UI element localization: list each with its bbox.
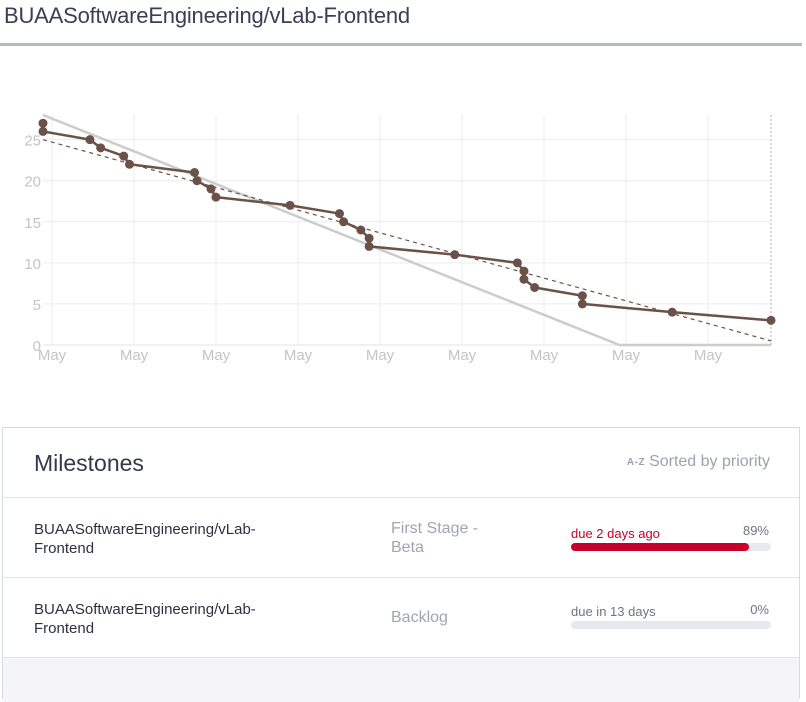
- data-point: [190, 168, 200, 177]
- y-tick-label: 0: [33, 338, 41, 355]
- milestone-progress-bar: [571, 621, 771, 629]
- burndown-chart: 0 5 10 15 20 25 May May May May May May May May May: [24, 113, 776, 364]
- milestones-panel: Milestones A-Z Sorted by priority BUAASo…: [2, 427, 800, 702]
- data-point: [364, 241, 374, 251]
- x-tick-label: May: [694, 347, 723, 364]
- milestone-due: due 2 days ago: [571, 526, 660, 541]
- data-point: [519, 274, 529, 284]
- y-tick-label: 5: [33, 297, 41, 314]
- data-point: [119, 151, 129, 161]
- x-tick-label: May: [530, 347, 559, 364]
- x-tick-label: May: [284, 347, 313, 364]
- data-point: [512, 258, 522, 268]
- milestone-repo[interactable]: BUAASoftwareEngineering/vLab-Frontend: [34, 601, 256, 637]
- data-point: [211, 192, 221, 202]
- data-point: [85, 135, 95, 145]
- milestone-name[interactable]: Backlog: [391, 609, 448, 626]
- data-point: [577, 291, 587, 301]
- milestone-repo[interactable]: BUAASoftwareEngineering/vLab-Frontend: [34, 521, 256, 557]
- data-point: [192, 176, 202, 186]
- data-point: [519, 266, 529, 276]
- milestones-title: Milestones: [34, 450, 144, 476]
- y-tick-label: 25: [24, 133, 41, 150]
- data-point: [667, 307, 677, 317]
- data-point: [364, 233, 374, 243]
- data-point: [334, 209, 344, 219]
- data-point: [124, 159, 134, 169]
- y-tick-label: 10: [24, 256, 41, 273]
- y-tick-label: 15: [24, 215, 41, 232]
- milestone-row[interactable]: BUAASoftwareEngineering/vLab-Frontend Ba…: [3, 578, 799, 658]
- title-divider: [0, 43, 802, 46]
- x-tick-label: May: [448, 347, 477, 364]
- data-point: [450, 250, 460, 260]
- data-point: [38, 118, 48, 128]
- milestone-progress-fill: [571, 543, 749, 551]
- data-point: [766, 315, 776, 325]
- data-point: [206, 184, 216, 194]
- milestone-due: due in 13 days: [571, 604, 656, 619]
- x-tick-label: May: [202, 347, 231, 364]
- data-point: [339, 217, 349, 227]
- ideal-line: [42, 113, 771, 347]
- y-tick-label: 20: [24, 174, 41, 191]
- x-tick-label: May: [612, 347, 641, 364]
- data-point: [577, 299, 587, 309]
- milestone-row[interactable]: BUAASoftwareEngineering/vLab-Frontend Fi…: [3, 498, 799, 578]
- sort-az-icon: A-Z: [626, 456, 646, 468]
- milestone-progress-bar: [571, 543, 771, 551]
- data-point: [285, 200, 295, 210]
- milestone-percent: 0%: [750, 602, 769, 617]
- x-tick-label: May: [120, 347, 149, 364]
- data-point: [38, 126, 48, 136]
- x-tick-label: May: [366, 347, 395, 364]
- sort-control[interactable]: A-Z Sorted by priority: [627, 453, 770, 471]
- sort-label: Sorted by priority: [649, 453, 770, 470]
- milestone-name[interactable]: First Stage - Beta: [391, 520, 479, 556]
- milestone-percent: 89%: [742, 523, 769, 538]
- x-tick-label: May: [38, 347, 67, 364]
- data-point: [356, 225, 366, 235]
- milestones-footer: [3, 658, 799, 702]
- data-point: [96, 143, 106, 153]
- trend-line: [42, 139, 772, 342]
- milestones-header: Milestones A-Z Sorted by priority: [3, 428, 799, 498]
- repo-title: BUAASoftwareEngineering/vLab-Frontend: [4, 3, 410, 28]
- data-point: [530, 283, 540, 292]
